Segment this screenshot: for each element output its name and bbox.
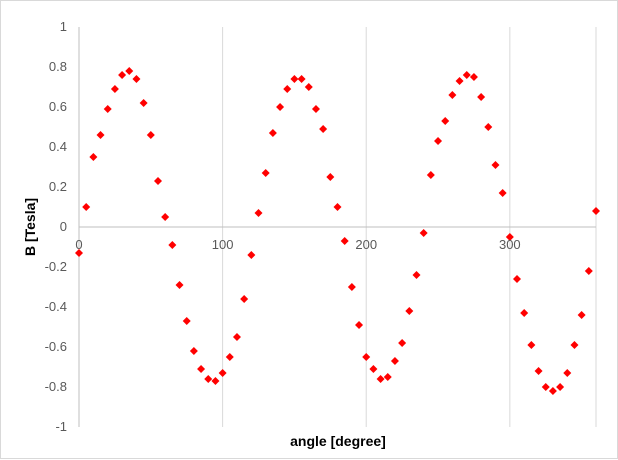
data-point — [563, 369, 572, 377]
data-point — [362, 353, 371, 361]
data-point — [197, 365, 206, 373]
y-tick-label: -1 — [55, 419, 67, 434]
data-point — [570, 341, 579, 349]
data-point — [218, 369, 227, 377]
data-point — [168, 241, 177, 249]
y-tick-label: -0.2 — [45, 259, 67, 274]
data-point — [527, 341, 536, 349]
x-tick-label: 200 — [355, 237, 377, 252]
data-point — [405, 307, 414, 315]
data-point — [462, 71, 471, 79]
data-point — [189, 347, 198, 355]
data-point — [103, 105, 112, 113]
y-tick-label: 0.8 — [49, 59, 67, 74]
axes — [78, 27, 596, 427]
data-point — [376, 375, 385, 383]
data-point — [96, 131, 105, 139]
data-point — [110, 85, 119, 93]
data-point — [441, 117, 450, 125]
tick-labels: -1 -0.8 -0.6 -0.4 -0.2 0 0.2 0.4 0.6 0.8 1 0 100 200 3… — [45, 19, 521, 434]
data-point — [340, 237, 349, 245]
data-point — [548, 387, 557, 395]
data-point — [82, 203, 91, 211]
data-point — [118, 71, 127, 79]
data-point — [247, 251, 256, 259]
data-point — [319, 125, 328, 133]
data-point — [498, 189, 507, 197]
data-point — [469, 73, 478, 81]
data-point — [240, 295, 249, 303]
data-point — [304, 83, 313, 91]
data-point — [132, 75, 141, 83]
data-point — [204, 375, 213, 383]
data-point — [326, 173, 335, 181]
data-point — [577, 311, 586, 319]
data-point — [505, 233, 514, 241]
data-point — [513, 275, 522, 283]
data-point — [161, 213, 170, 221]
data-point — [398, 339, 407, 347]
data-point — [383, 373, 392, 381]
data-point — [225, 353, 234, 361]
data-point — [311, 105, 320, 113]
y-tick-label: -0.6 — [45, 339, 67, 354]
data-point — [139, 99, 148, 107]
data-point — [419, 229, 428, 237]
data-point — [484, 123, 493, 131]
data-point — [232, 333, 241, 341]
data-point — [520, 309, 529, 317]
x-axis-title: angle [degree] — [290, 433, 386, 449]
data-point — [153, 177, 162, 185]
y-tick-label: 0.6 — [49, 99, 67, 114]
data-point — [434, 137, 443, 145]
data-point — [369, 365, 378, 373]
data-point — [355, 321, 364, 329]
data-points — [75, 67, 600, 395]
data-point — [89, 153, 98, 161]
data-point — [448, 91, 457, 99]
data-point — [211, 377, 220, 385]
y-tick-label: 0.2 — [49, 179, 67, 194]
data-point — [175, 281, 184, 289]
data-point — [455, 77, 464, 85]
x-tick-label: 100 — [212, 237, 234, 252]
data-point — [390, 357, 399, 365]
data-point — [333, 203, 342, 211]
y-tick-label: 0.4 — [49, 139, 67, 154]
y-tick-label: -0.8 — [45, 379, 67, 394]
data-point — [283, 85, 292, 93]
data-point — [426, 171, 435, 179]
data-point — [75, 249, 83, 257]
data-point — [125, 67, 134, 75]
x-tick-label: 300 — [499, 237, 521, 252]
x-tick-label: 0 — [75, 237, 82, 252]
data-point — [477, 93, 486, 101]
data-point — [534, 367, 543, 375]
data-point — [491, 161, 500, 169]
data-point — [268, 129, 277, 137]
y-tick-label: 1 — [60, 19, 67, 34]
y-tick-label: 0 — [60, 219, 67, 234]
data-point — [146, 131, 155, 139]
data-point — [276, 103, 285, 111]
data-point — [412, 271, 421, 279]
data-point — [254, 209, 263, 217]
data-point — [541, 383, 550, 391]
data-point — [592, 207, 600, 215]
y-tick-label: -0.4 — [45, 299, 67, 314]
data-point — [182, 317, 191, 325]
data-point — [297, 75, 306, 83]
y-axis-title: B [Tesla] — [22, 198, 38, 256]
data-point — [261, 169, 270, 177]
data-point — [290, 75, 299, 83]
data-point — [347, 283, 356, 291]
data-point — [584, 267, 593, 275]
data-point — [556, 383, 565, 391]
